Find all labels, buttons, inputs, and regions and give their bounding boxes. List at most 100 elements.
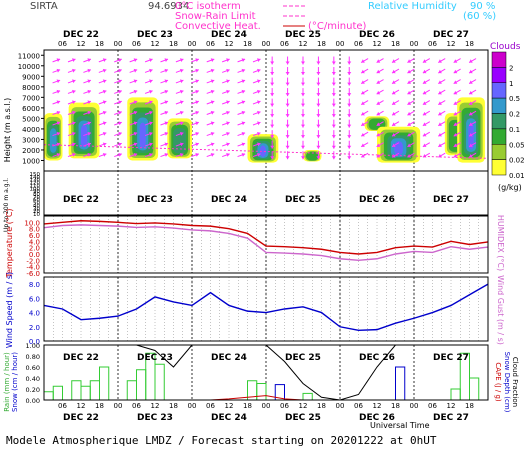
wind-arrow [407,142,415,148]
wind-arrow [114,79,122,84]
wind-arrow [347,67,352,76]
day-label: DEC 24 [211,30,247,40]
y-tick-label: 11000 [18,52,40,60]
y-tick-label: 3000 [22,136,40,144]
wind-arrow [206,121,215,126]
wind-arrow [331,109,336,118]
snowdepth-ylabel: Snow Depth (cm) [503,352,511,413]
hour-label: 12 [225,40,234,48]
y-tick-label-low: 150 [30,172,41,178]
top-hour-labels: 06 12 18 00 06 12 18 00 06 12 18 00 06 12 18 00 06 12 18 00… [58,40,474,48]
wind-arrow [468,58,477,63]
wind-arrow [407,89,415,95]
wind-arrow [391,58,400,63]
wind-arrow [422,89,431,95]
wind-arrow [129,100,138,105]
hour-label: 00 [114,402,123,410]
wind-arrow [453,121,461,127]
wind-arrow [67,58,76,63]
wind-arrow [221,142,230,147]
y-tick-label: 0.20 [26,386,40,394]
wind-panel: 8.0 6.0 4.0 2.0 0.0 [29,276,489,346]
colorbar-unit: (g/kg) [498,183,522,192]
wind-arrow [206,79,215,84]
day-label: DEC 24 [211,413,247,423]
wind-arrow [52,100,61,105]
wind-arrow [453,110,461,116]
y-tick-label-low: 10 [33,212,40,218]
wind-arrow [391,110,400,116]
wind-arrow [144,89,153,94]
wind-arrow [252,152,261,158]
cloudfrac-ylabel: Cloud Fraction [511,357,519,407]
wind-arrow [301,98,305,107]
wind-arrow [83,121,92,126]
cloud-region [49,128,57,153]
wind-arrow [83,131,92,137]
wind-arrow [175,131,184,137]
day-label-inner: DEC 26 [359,195,395,205]
wind-arrow [160,100,169,105]
series-line [43,283,489,332]
wind-arrow [175,142,184,147]
colorbar-swatch [491,67,507,83]
colorbar-swatch [491,128,507,145]
wind-arrow [98,89,107,94]
cloud-region [305,151,319,161]
cloud-panel: 11000 10000 9000 8000 7000 6000 5000 4000 3000 20… [18,49,489,218]
panel-border [43,276,489,342]
wind-arrow [347,109,352,118]
bottom-day-labels: DEC 22 DEC 23 DEC 24 DEC 25 DEC 26 DEC 27 [63,413,469,423]
wind-arrow [252,68,261,73]
wind-arrow [221,131,230,137]
wind-arrow [175,89,184,94]
wind-arrow [129,79,138,84]
hour-label: 12 [225,402,234,410]
hour-label: 06 [280,40,289,48]
panel-border [43,215,489,274]
wind-arrow [191,79,200,84]
day-label: DEC 23 [137,30,173,40]
y-tick-label: 8000 [22,84,40,92]
wind-arrow [191,68,200,73]
bottom-hour-labels: 06 12 18 00 06 12 18 00 06 12 18 00 06 12 18 00 06 12 18 00… [58,402,474,410]
y-tick-label: 0.0 [29,251,40,259]
colorbar-title: Clouds [490,42,521,52]
top-day-labels: DEC 22 DEC 23 DEC 24 DEC 25 DEC 26 DEC 27 [63,30,469,40]
y-tick-label: 9000 [22,73,40,81]
legend-item-label: Snow-Rain Limit [175,11,256,22]
wind-arrow [468,68,477,74]
wind-arrow [360,79,369,84]
wind-arrow [376,110,384,116]
panel-border [43,49,489,216]
wind-arrow [144,68,153,73]
wind-arrow [438,131,446,137]
hour-label: 18 [243,402,252,410]
wind-arrow [83,100,92,105]
wind-arrow [468,121,477,127]
wind-arrow [407,79,415,84]
wind-arrow [270,140,275,149]
day-label: DEC 27 [433,413,469,423]
colorbar-label: 0.02 [509,157,525,165]
colorbar-label: 0.5 [509,95,520,103]
wind-arrow [252,58,261,63]
wind-arrow [391,100,400,106]
y-tick-label: 10000 [18,63,40,71]
wind-arrow [270,88,275,97]
colorbar-swatch [491,159,507,176]
hour-label: 12 [151,40,160,48]
wind-arrow [422,131,431,137]
hour-label: 12 [151,402,160,410]
wind-arrow [316,140,321,149]
wind-arrow [347,98,352,107]
wind-arrow [285,151,290,160]
hour-label: 00 [188,40,197,48]
y-tick-label: 6.0 [29,232,40,240]
wind-arrow [468,152,477,158]
wind-arrow [129,121,138,126]
day-label-inner: DEC 22 [63,353,99,363]
wind-arrow [206,89,215,94]
hour-label: 00 [262,40,271,48]
panel-border [43,344,489,401]
